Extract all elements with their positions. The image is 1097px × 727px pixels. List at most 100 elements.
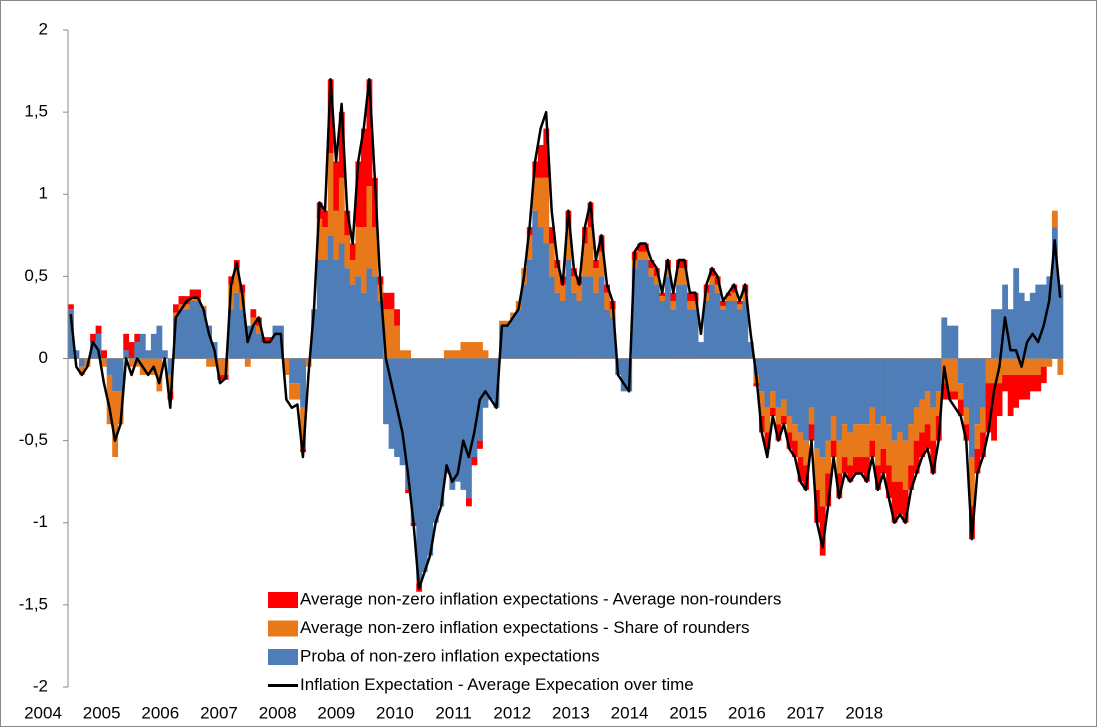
legend-label: Average non-zero inflation expectations …: [300, 618, 750, 637]
bar-segment: [322, 259, 329, 359]
bar-segment: [985, 383, 992, 433]
bar-segment: [891, 358, 898, 441]
bar-segment: [128, 358, 135, 367]
bar-segment: [775, 407, 782, 425]
bar-segment: [571, 292, 577, 359]
bar-segment: [814, 448, 821, 490]
bar-segment: [758, 391, 765, 416]
bar-segment: [211, 358, 218, 367]
bar-segment: [360, 128, 367, 228]
bar-segment: [565, 227, 572, 260]
y-tick-label: -1,5: [19, 594, 48, 613]
bar-segment: [913, 358, 920, 408]
bar-segment: [173, 317, 179, 359]
bar-segment: [388, 358, 395, 449]
bar-segment: [974, 448, 981, 474]
bar-segment: [338, 243, 345, 359]
x-tick-label: 2010: [376, 703, 414, 722]
bar-segment: [775, 358, 782, 408]
bar-segment: [665, 276, 671, 359]
bar-segment: [609, 317, 616, 359]
bar-segment: [604, 292, 611, 310]
bar-segment: [858, 457, 865, 474]
bar-segment: [908, 358, 915, 425]
bar-segment: [316, 218, 323, 260]
bar-segment: [394, 325, 400, 359]
bar-segment: [714, 284, 721, 293]
bar-segment: [101, 358, 107, 367]
bar-segment: [244, 358, 251, 367]
bar-segment: [267, 342, 273, 359]
bar-segment: [692, 301, 699, 310]
bar-segment: [980, 432, 986, 458]
y-tick-label: 1,5: [24, 102, 48, 121]
x-tick-label: 2006: [141, 703, 179, 722]
bar-segment: [79, 366, 85, 375]
bar-segment: [648, 268, 655, 277]
bar-segment: [255, 333, 262, 359]
bar-segment: [880, 358, 887, 416]
bar-segment: [493, 358, 500, 408]
x-tick-label: 2015: [669, 703, 707, 722]
bar-segment: [864, 358, 870, 425]
bar-segment: [156, 325, 163, 359]
bar-segment: [941, 317, 948, 359]
bar-segment: [593, 259, 599, 269]
bar-segment: [1046, 358, 1053, 367]
bar-segment: [957, 383, 964, 400]
bar-segment: [808, 407, 815, 425]
bar-segment: [725, 301, 732, 359]
bar-segment: [548, 276, 555, 359]
bar-segment: [908, 424, 915, 466]
bar-segment: [338, 177, 345, 244]
bar-segment: [676, 268, 682, 285]
bar-segment: [344, 210, 351, 236]
bar-segment: [189, 301, 196, 359]
bar-segment: [366, 268, 373, 359]
bar-segment: [128, 342, 135, 359]
bar-segment: [924, 424, 931, 449]
bar-segment: [537, 227, 544, 359]
bar-segment: [919, 399, 926, 433]
bar-segment: [891, 481, 898, 523]
bar-segment: [952, 358, 959, 392]
bar-segment: [195, 301, 201, 359]
bar-segment: [930, 358, 937, 408]
x-tick-label: 2014: [611, 703, 649, 722]
bar-segment: [830, 415, 837, 441]
bar-segment: [543, 243, 550, 359]
bar-segment: [559, 301, 566, 359]
bar-segment: [808, 358, 815, 408]
bar-segment: [504, 325, 511, 359]
bar-segment: [73, 350, 80, 359]
bar-segment: [460, 342, 467, 359]
bar-segment: [681, 268, 688, 285]
bar-segment: [963, 424, 970, 441]
bar-segment: [360, 227, 367, 293]
bar-segment: [349, 284, 356, 359]
bar-segment: [631, 268, 638, 359]
y-tick-label: -0,5: [19, 430, 48, 449]
bar-segment: [300, 358, 306, 408]
y-tick-label: -2: [33, 676, 48, 695]
bar-segment: [648, 259, 655, 269]
bar-segment: [770, 391, 776, 408]
bar-segment: [250, 309, 257, 318]
bar-segment: [880, 415, 887, 449]
bar-segment: [443, 350, 450, 359]
bar-segment: [327, 235, 334, 359]
bar-segment: [482, 350, 489, 359]
bar-segment: [963, 358, 970, 408]
bar-segment: [864, 457, 870, 482]
bar-segment: [466, 342, 472, 359]
bar-segment: [797, 358, 804, 433]
bar-segment: [1040, 366, 1047, 384]
bar-segment: [167, 358, 174, 375]
bar-segment: [742, 301, 749, 359]
bar-segment: [930, 440, 937, 474]
bar-segment: [957, 399, 964, 416]
bar-segment: [814, 358, 821, 449]
bar-segment: [969, 457, 975, 507]
bar-segment: [344, 235, 351, 269]
bar-segment: [504, 320, 511, 326]
